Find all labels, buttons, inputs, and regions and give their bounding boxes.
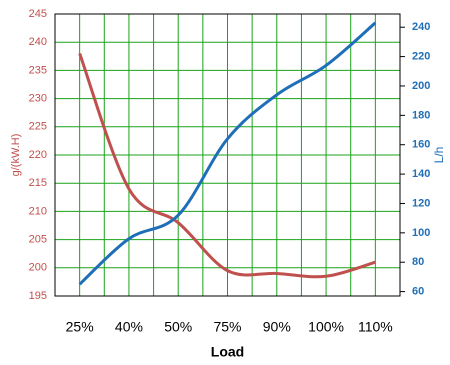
x-tick-label: 90%	[263, 319, 291, 335]
plot-frame	[54, 13, 401, 297]
y-tick-label: 225	[29, 121, 47, 133]
y-tick-label: 220	[29, 149, 47, 161]
y2-tick-label: 160	[412, 139, 430, 151]
y-tick-label: 210	[29, 205, 47, 217]
x-tick-label: 110%	[358, 319, 393, 335]
y-tick-label: 215	[29, 177, 47, 189]
y2-tick-label: 60	[412, 286, 424, 298]
y-tick-label: 235	[29, 64, 47, 76]
y-tick-label: 245	[29, 8, 47, 20]
y-axis-label: g/(kW.H)	[10, 134, 22, 177]
x-tick-label: 40%	[115, 319, 143, 335]
y2-axis-label: L/h	[432, 147, 446, 164]
x-axis-label: Load	[211, 344, 244, 360]
series-line	[78, 52, 376, 279]
x-tick-label: 50%	[164, 319, 192, 335]
y2-tick-label: 120	[412, 197, 430, 209]
x-tick-label: 100%	[308, 319, 344, 335]
y2-tick-label: 180	[412, 109, 430, 121]
y2-tick-label: 80	[412, 256, 424, 268]
y2-tick-label: 200	[412, 80, 430, 92]
y-tick-label: 200	[29, 262, 47, 274]
y-tick-label: 195	[29, 290, 47, 302]
y-tick-label: 230	[29, 93, 47, 105]
y2-tick-label: 240	[412, 21, 430, 33]
y2-tick-label: 140	[412, 168, 430, 180]
series-line	[78, 21, 377, 286]
y-tick-label: 240	[29, 36, 47, 48]
x-tick-label: 75%	[213, 319, 241, 335]
y2-tick-label: 100	[412, 227, 430, 239]
y2-tick-label: 220	[412, 51, 430, 63]
x-tick-label: 25%	[66, 319, 94, 335]
y-tick-label: 205	[29, 234, 47, 246]
